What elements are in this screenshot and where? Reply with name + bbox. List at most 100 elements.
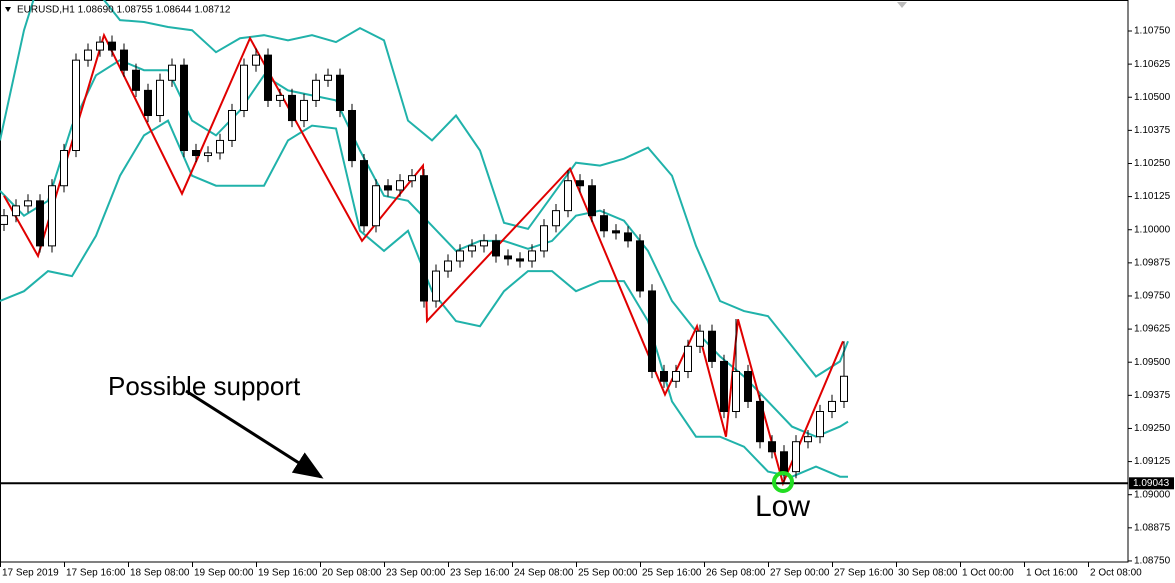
x-tick-label: 20 Sep 08:00 — [322, 568, 382, 579]
candle-body — [456, 250, 464, 262]
candle-body — [324, 74, 332, 81]
candle-body — [144, 89, 152, 117]
candle-body — [624, 232, 632, 242]
candle-body — [348, 109, 356, 162]
candle-body — [36, 200, 44, 247]
candle-body — [132, 69, 140, 91]
candle-body — [744, 370, 752, 402]
annotation: Low — [755, 490, 810, 523]
collapse-icon[interactable] — [5, 7, 11, 12]
candle-body — [12, 205, 20, 217]
x-tick-label: 27 Sep 16:00 — [834, 568, 894, 579]
x-tick-label: 23 Sep 00:00 — [386, 568, 446, 579]
candle-body — [828, 400, 836, 412]
candle-body — [396, 180, 404, 191]
x-tick-label: 26 Sep 08:00 — [706, 568, 766, 579]
axes: 1.08750 1.08875 1.09000 1.09125 1.09250 1.093… — [0, 26, 1174, 579]
bollinger-band — [0, 0, 849, 378]
candle-body — [600, 215, 608, 232]
candle-body — [816, 410, 824, 438]
y-tick-label: 1.09375 — [1134, 390, 1171, 401]
candle-body — [108, 41, 116, 51]
candle-body — [120, 49, 128, 71]
candle-body — [492, 240, 500, 257]
y-tick-label: 1.09500 — [1134, 357, 1171, 368]
candle-body — [768, 441, 776, 453]
x-tick-label: 17 Sep 16:00 — [66, 568, 126, 579]
candle-body — [360, 160, 368, 227]
candle-body — [204, 152, 212, 157]
candle-body — [180, 64, 188, 152]
y-tick-label: 1.09875 — [1134, 257, 1171, 268]
x-tick-label: 25 Sep 16:00 — [642, 568, 702, 579]
candle-body — [156, 79, 164, 117]
candle-body — [720, 360, 728, 412]
x-tick-label: 24 Sep 08:00 — [514, 568, 574, 579]
candle-body — [804, 436, 812, 443]
candle-body — [300, 99, 308, 122]
candle-body — [648, 290, 656, 372]
y-tick-label: 1.10625 — [1134, 59, 1171, 70]
y-tick-label: 1.09250 — [1134, 423, 1171, 434]
candle-body — [60, 150, 68, 187]
candle-body — [684, 345, 692, 372]
candle-body — [504, 255, 512, 260]
candle-body — [588, 185, 596, 217]
y-tick-label: 1.10500 — [1134, 92, 1171, 103]
y-tick-label: 1.10375 — [1134, 125, 1171, 136]
annotation: Possible support — [108, 371, 301, 401]
candle-body — [552, 210, 560, 227]
x-tick-label: 30 Sep 08:00 — [898, 568, 958, 579]
x-tick-label: 18 Sep 08:00 — [130, 568, 190, 579]
y-tick-label: 1.10125 — [1134, 191, 1171, 202]
x-tick-label: 1 Oct 16:00 — [1026, 568, 1078, 579]
candle-body — [516, 258, 524, 262]
candle-body — [840, 375, 848, 402]
candle-body — [612, 230, 620, 234]
plot-area — [0, 0, 1128, 487]
candle-body — [240, 64, 248, 111]
x-tick-label: 17 Sep 2019 — [2, 568, 59, 579]
candle-body — [708, 330, 716, 362]
candle-body — [444, 260, 452, 272]
annotation-arrow — [185, 389, 324, 479]
y-tick-label: 1.10750 — [1134, 26, 1171, 37]
candle-body — [468, 245, 476, 252]
zigzag — [3, 32, 844, 487]
candle-body — [432, 270, 440, 302]
price-tag — [1129, 477, 1174, 490]
candle-body — [276, 94, 284, 101]
candle-body — [780, 451, 788, 473]
candle-body — [564, 180, 572, 212]
candle-body — [72, 59, 80, 152]
x-tick-label: 19 Sep 16:00 — [258, 568, 318, 579]
candle-body — [420, 175, 428, 302]
candle-body — [660, 370, 668, 382]
candle-body — [528, 250, 536, 262]
shift-marker — [897, 2, 907, 8]
price-tag-label: 1.09043 — [1133, 478, 1170, 489]
candle-body — [696, 330, 704, 347]
chart-title: EURUSD,H1 1.08690 1.08755 1.08644 1.0871… — [17, 5, 231, 16]
y-tick-label: 1.08750 — [1134, 556, 1171, 567]
x-tick-label: 1 Oct 00:00 — [962, 568, 1014, 579]
candle-body — [84, 49, 92, 61]
y-tick-label: 1.09125 — [1134, 456, 1171, 467]
bollinger-band — [0, 58, 849, 438]
candle-body — [756, 400, 764, 443]
x-tick-label: 25 Sep 00:00 — [578, 568, 638, 579]
candle-body — [372, 185, 380, 227]
candle-body — [168, 64, 176, 81]
candle-body — [288, 94, 296, 122]
candle-body — [264, 54, 272, 101]
x-tick-label: 2 Oct 08:00 — [1090, 568, 1142, 579]
y-tick-label: 1.10250 — [1134, 158, 1171, 169]
candle-body — [636, 240, 644, 292]
x-tick-label: 27 Sep 00:00 — [770, 568, 830, 579]
y-tick-label: 1.10000 — [1134, 224, 1171, 235]
candle-body — [228, 109, 236, 141]
candle-body — [48, 185, 56, 247]
candle-body — [540, 225, 548, 252]
